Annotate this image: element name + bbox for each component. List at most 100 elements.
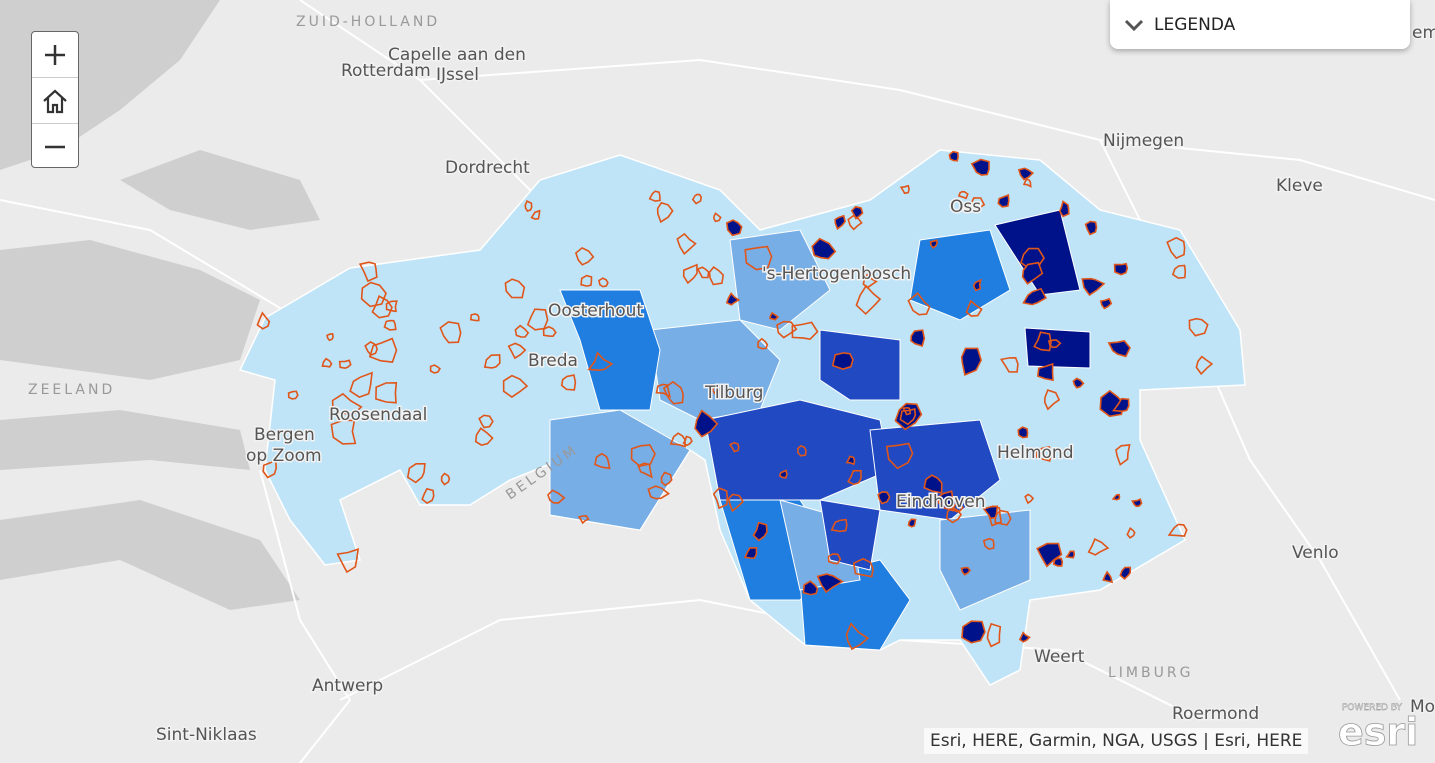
urban-area [1188,317,1209,337]
urban-area [778,469,788,479]
urban-area [1102,570,1114,584]
urban-area [368,337,398,363]
logo-text: esri [1338,710,1418,754]
urban-area [1052,557,1064,567]
urban-area [929,239,938,250]
urban-area [507,342,527,360]
place-labels: ZUID-HOLLAND Capelle aan den IJssel Rott… [28,14,1435,747]
urban-area [752,521,768,542]
zoom-controls [31,31,79,168]
urban-area [1099,297,1113,310]
place-label: Rotterdam [341,61,431,81]
region-label: LIMBURG [1108,665,1193,681]
legend-toggle[interactable]: LEGENDA [1110,0,1410,49]
urban-area [682,263,698,285]
urban-area [960,347,982,377]
urban-area [364,340,378,356]
place-label: Sint-Niklaas [156,725,257,745]
urban-area [899,184,910,195]
urban-area [713,212,722,223]
urban-area [1072,377,1085,389]
place-label: Dordrecht [445,158,530,178]
urban-area [406,463,426,484]
urban-area [1017,167,1035,181]
place-label: Venlo [1292,543,1339,563]
urban-area [1058,200,1070,218]
urban-area [999,356,1019,373]
legend-title: LEGENDA [1154,14,1236,35]
urban-area [648,190,661,202]
urban-area [708,266,725,286]
urban-area [474,427,494,446]
urban-area [994,509,1012,526]
urban-area [744,245,773,271]
urban-area [834,214,846,231]
urban-area [986,622,1002,648]
place-label: Tilburg [704,383,763,403]
urban-area [802,580,819,596]
urban-area [970,158,990,176]
urban-area [725,219,743,237]
zoom-in[interactable] [32,32,78,78]
urban-area [1036,362,1054,382]
urban-area [321,357,333,368]
urban-area [982,537,995,550]
urban-area [655,383,672,399]
urban-area [1065,550,1076,559]
urban-area [331,392,363,417]
zoom-out[interactable] [32,124,78,169]
urban-area [1036,542,1063,568]
urban-area [1084,220,1098,236]
urban-area [526,308,549,331]
place-label: Antwerp [312,676,383,696]
urban-area [797,444,807,457]
place-label: Breda [528,351,578,371]
place-label: IJssel [436,65,479,85]
urban-area [637,462,653,479]
urban-area [1043,389,1061,411]
urban-area [1113,262,1129,276]
urban-area [845,622,870,651]
urban-area [960,566,972,576]
home-button[interactable] [32,78,78,124]
place-label: Oss [950,197,981,217]
urban-area [847,214,863,231]
urban-area [1115,443,1131,466]
urban-area [712,487,729,510]
urban-area [1017,426,1029,439]
urban-area [910,329,926,348]
region-label: ZUID-HOLLAND [296,14,440,30]
urban-area [850,205,864,220]
urban-area [728,441,740,453]
urban-area [287,390,299,400]
urban-area [972,278,982,292]
urban-area [997,193,1010,208]
urban-area [375,381,398,404]
urban-area [1171,264,1187,279]
place-label: Roosendaal [329,405,427,425]
urban-area [727,493,745,513]
urban-area [982,505,999,520]
urban-area [847,469,862,486]
attribution: Esri, HERE, Garmin, NGA, USGS | Esri, HE… [924,728,1309,754]
place-label: Nijmegen [1103,131,1184,151]
place-label: Roermond [1172,704,1259,724]
urban-area [1033,331,1052,352]
urban-area [439,321,462,344]
urban-area [725,292,741,306]
urban-area [776,320,798,339]
urban-area [831,352,854,370]
urban-area [371,295,393,319]
place-label: Kleve [1276,176,1323,196]
urban-area [902,406,911,416]
urban-area [948,150,959,162]
place-label: em [1412,23,1435,43]
urban-area [478,414,494,429]
urban-area [594,452,611,470]
urban-area [338,359,352,370]
urban-area [830,518,848,533]
urban-area [349,371,373,398]
urban-area [656,201,674,224]
